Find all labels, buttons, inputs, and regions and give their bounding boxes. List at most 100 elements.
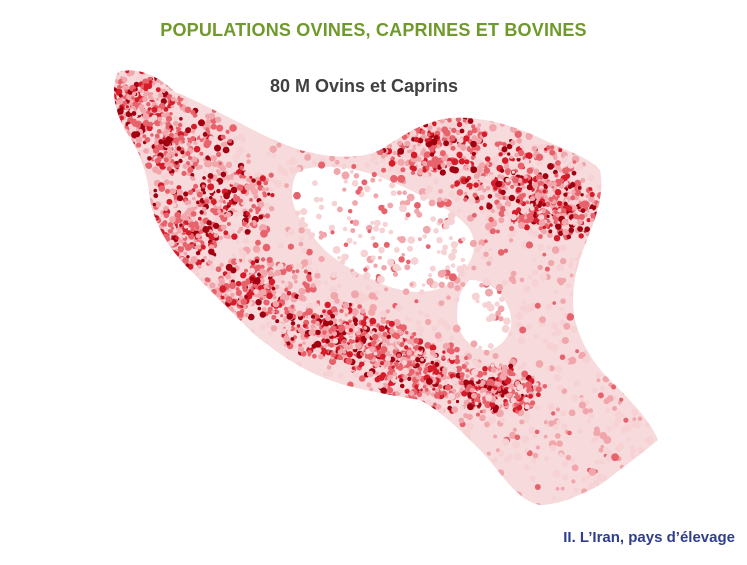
livestock-dot [585, 109, 590, 114]
livestock-dot [138, 260, 145, 267]
livestock-dot [561, 337, 569, 344]
livestock-dot [454, 180, 461, 187]
livestock-dot [146, 190, 150, 195]
livestock-dot [379, 227, 386, 234]
livestock-dot [178, 474, 185, 482]
livestock-dot [248, 208, 253, 213]
livestock-dot [298, 227, 305, 234]
livestock-dot [277, 421, 286, 429]
livestock-dot [155, 229, 159, 233]
livestock-dot [216, 124, 224, 132]
livestock-dot [123, 61, 131, 69]
livestock-dot [201, 288, 210, 297]
livestock-dot [265, 187, 269, 192]
livestock-dot [327, 106, 334, 112]
livestock-dot [666, 334, 670, 338]
livestock-dot [459, 508, 466, 515]
livestock-dot [389, 117, 397, 125]
livestock-dot [388, 427, 397, 436]
livestock-dot [368, 100, 374, 106]
livestock-dot [109, 184, 113, 188]
livestock-dot [616, 311, 621, 316]
livestock-dot [158, 399, 164, 405]
livestock-dot [561, 85, 569, 93]
livestock-dot [280, 94, 285, 99]
livestock-dot [262, 243, 271, 252]
livestock-dot [159, 102, 166, 109]
livestock-dot [196, 506, 204, 514]
livestock-dot [289, 463, 297, 471]
livestock-dot [225, 198, 230, 203]
livestock-dot [666, 152, 671, 157]
livestock-dot [417, 168, 425, 176]
livestock-dot [203, 255, 207, 260]
livestock-dot [481, 255, 486, 260]
livestock-dot [478, 510, 484, 516]
livestock-dot [210, 162, 215, 166]
livestock-dot [369, 346, 376, 353]
livestock-dot [108, 106, 114, 112]
livestock-dot [651, 404, 658, 412]
livestock-dot [136, 234, 143, 242]
livestock-dot [598, 291, 606, 299]
livestock-dot [324, 301, 331, 309]
livestock-dot [370, 101, 375, 105]
livestock-dot [448, 252, 456, 261]
livestock-dot [136, 155, 141, 161]
livestock-dot [207, 356, 215, 363]
livestock-dot [173, 79, 180, 86]
livestock-dot [256, 180, 262, 186]
livestock-dot [209, 255, 216, 262]
livestock-dot [139, 224, 143, 228]
livestock-dot [330, 230, 335, 235]
livestock-dot [417, 96, 423, 102]
livestock-dot [218, 363, 227, 372]
livestock-dot [378, 255, 382, 260]
livestock-dot [273, 70, 282, 76]
livestock-dot [389, 328, 395, 334]
livestock-dot [495, 229, 500, 234]
livestock-dot [147, 232, 154, 239]
livestock-dot [105, 76, 112, 83]
livestock-dot [125, 111, 132, 118]
livestock-dot [177, 342, 183, 348]
livestock-dot [248, 485, 254, 491]
livestock-dot [655, 420, 658, 425]
livestock-dot [375, 109, 383, 117]
livestock-dot [264, 448, 271, 455]
livestock-dot [489, 174, 496, 180]
livestock-dot [422, 160, 427, 166]
livestock-dot [414, 420, 419, 425]
livestock-dot [140, 461, 149, 470]
livestock-dot [258, 214, 264, 220]
livestock-dot [471, 135, 478, 141]
livestock-dot [252, 245, 261, 253]
livestock-dot [594, 297, 600, 303]
livestock-dot [648, 338, 653, 343]
livestock-dot [409, 282, 414, 287]
livestock-dot [558, 148, 563, 153]
livestock-dot [146, 234, 151, 240]
livestock-dot [370, 177, 376, 183]
livestock-dot [126, 150, 132, 156]
livestock-dot [552, 470, 561, 478]
livestock-dot [135, 501, 142, 506]
livestock-dot [532, 257, 537, 262]
livestock-dot [615, 338, 620, 343]
livestock-dot [571, 86, 577, 91]
livestock-dot [362, 271, 371, 280]
livestock-dot [351, 366, 356, 371]
livestock-dot [193, 267, 199, 273]
livestock-dot [202, 194, 206, 199]
livestock-dot [131, 242, 137, 249]
livestock-dot [207, 299, 213, 304]
livestock-dot [269, 499, 276, 506]
livestock-dot [316, 469, 324, 477]
livestock-dot [119, 183, 125, 189]
livestock-dot [180, 332, 184, 337]
livestock-dot [151, 260, 158, 266]
livestock-dot [145, 256, 153, 264]
livestock-dot [240, 298, 247, 305]
livestock-dot [399, 204, 407, 213]
livestock-dot [436, 99, 444, 106]
